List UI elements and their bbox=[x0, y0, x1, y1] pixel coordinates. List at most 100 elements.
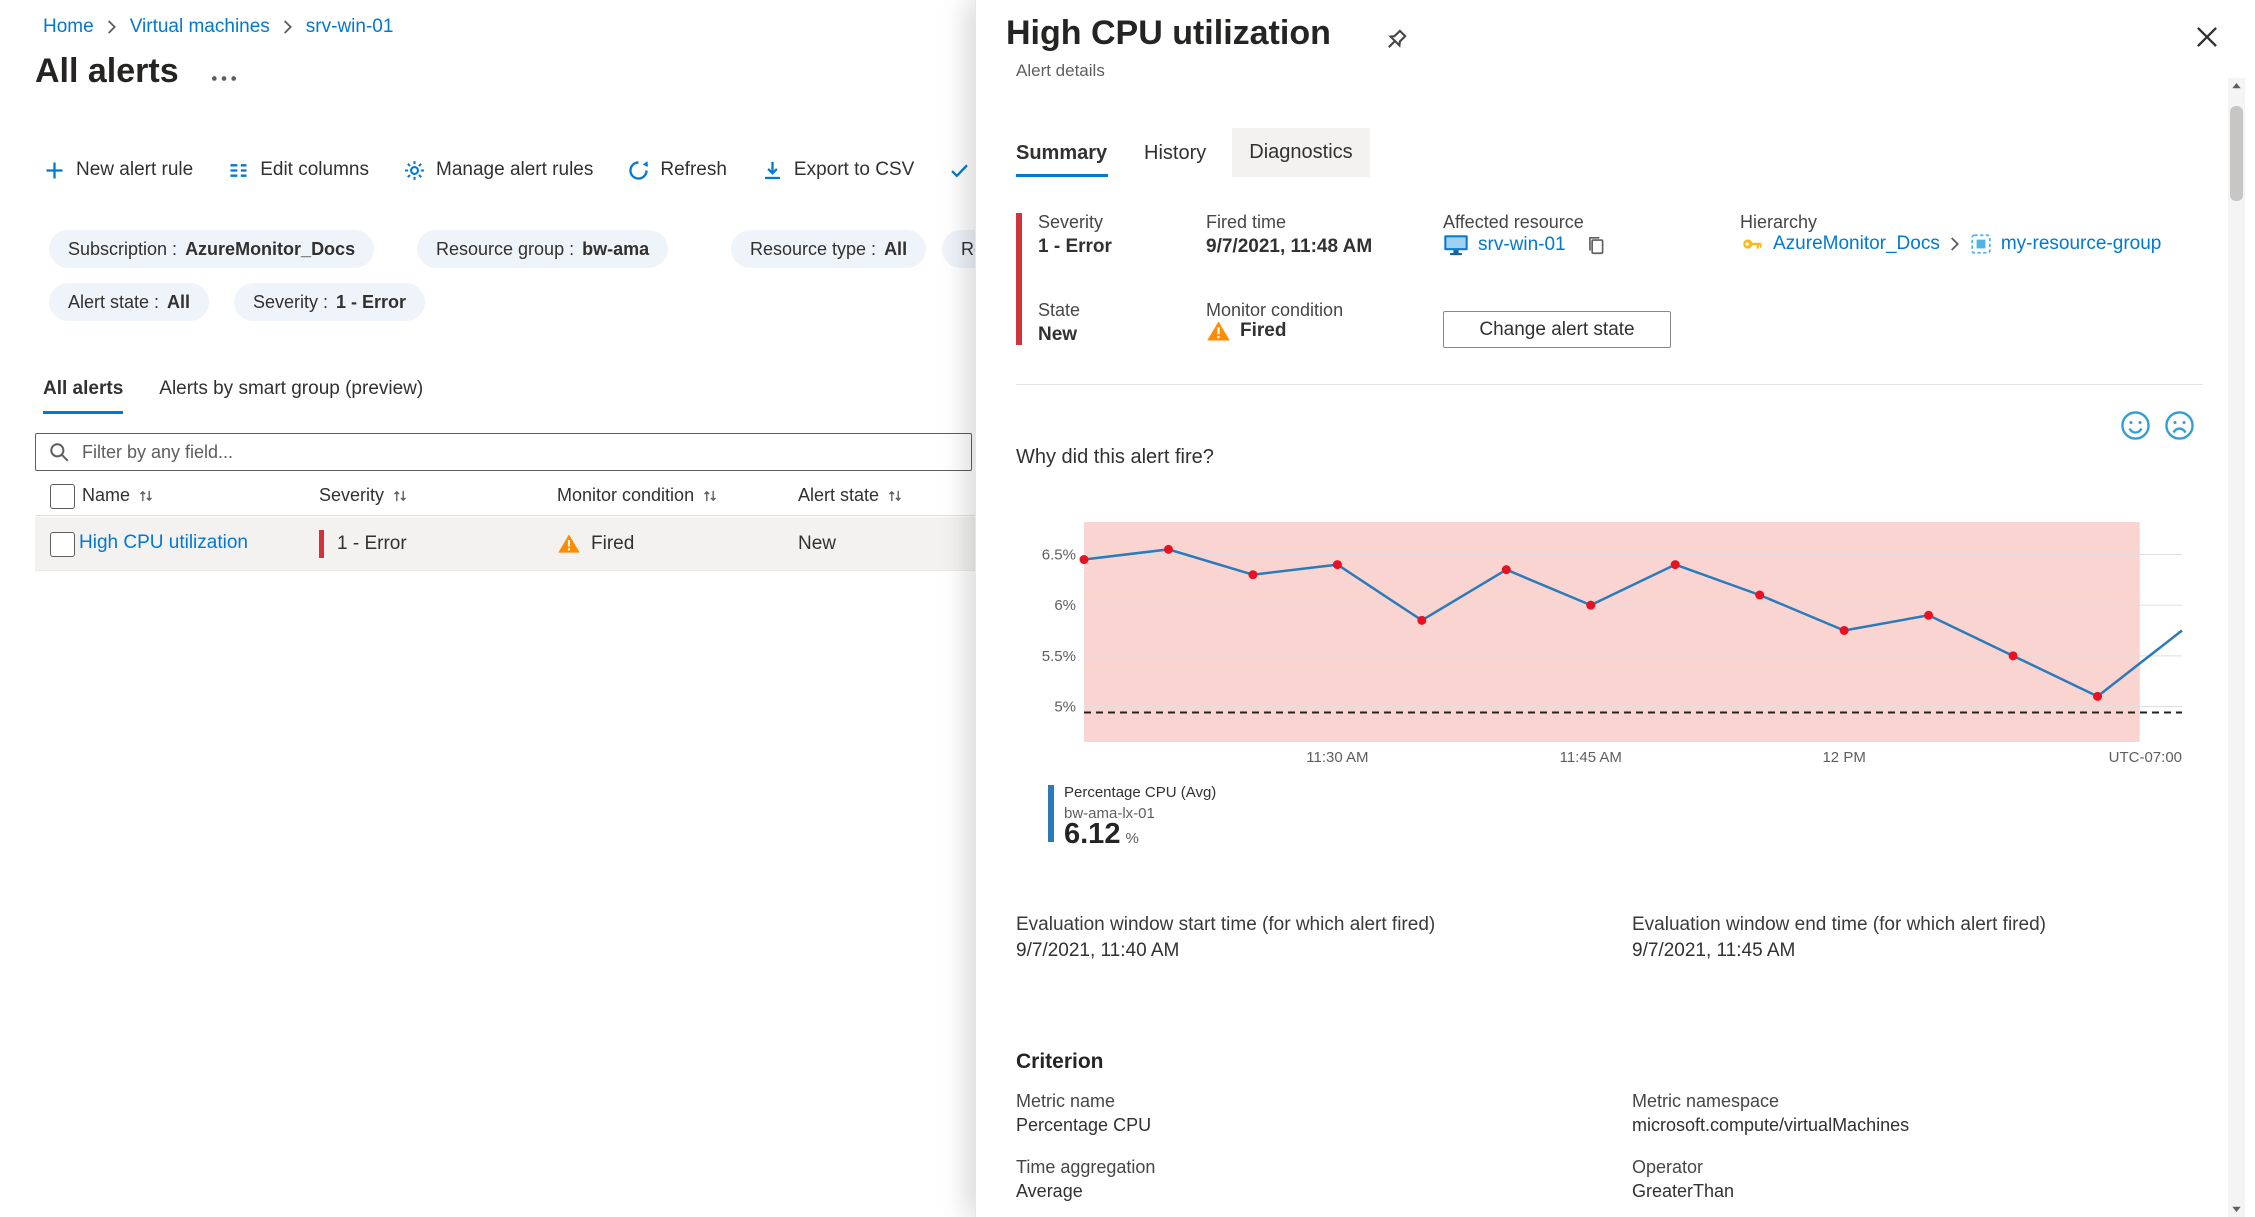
change-alert-state-button[interactable]: Change alert state bbox=[1443, 311, 1671, 348]
alerts-list-page: Home Virtual machines srv-win-01 All ale… bbox=[0, 0, 975, 1217]
legend-color-bar bbox=[1048, 785, 1054, 842]
metric-namespace-label: Metric namespace bbox=[1632, 1091, 1780, 1111]
fired-time-value: 9/7/2021, 11:48 AM bbox=[1206, 236, 1373, 257]
chevron-right-icon bbox=[1950, 237, 1959, 251]
close-icon[interactable] bbox=[2194, 24, 2220, 50]
metric-chart: 6.5% 6% 5.5% 5% 11:30 AM 11:45 AM 12 PM UTC-07:… bbox=[1042, 522, 2183, 766]
filter-value: AzureMonitor_Docs bbox=[185, 238, 356, 259]
svg-text:11:30 AM: 11:30 AM bbox=[1306, 749, 1368, 766]
criterion-heading: Criterion bbox=[1016, 1050, 1104, 1073]
state-cell: New bbox=[798, 533, 837, 554]
edit-columns-icon bbox=[230, 163, 247, 177]
filter-search[interactable] bbox=[35, 433, 972, 471]
evaluation-start-value: 9/7/2021, 11:40 AM bbox=[1016, 940, 1180, 961]
svg-text:12 PM: 12 PM bbox=[1822, 749, 1865, 766]
column-header-alert-state[interactable]: Alert state bbox=[798, 485, 903, 506]
condition-cell: Fired bbox=[591, 533, 635, 554]
plus-icon bbox=[46, 161, 63, 179]
chevron-right-icon bbox=[107, 20, 116, 34]
select-button[interactable] bbox=[948, 159, 971, 182]
scroll-up-arrow[interactable] bbox=[2228, 78, 2245, 95]
affected-resource-value: srv-win-01 bbox=[1443, 233, 1607, 257]
gear-icon bbox=[405, 160, 424, 180]
filter-pill-resource-type[interactable]: Resource type : All bbox=[731, 230, 927, 268]
sort-icon bbox=[704, 490, 717, 501]
severity-value: 1 - Error bbox=[1038, 236, 1112, 257]
toolbar-label: Refresh bbox=[660, 159, 727, 180]
evaluation-start-label: Evaluation window start time (for which … bbox=[1016, 914, 1436, 935]
new-alert-rule-button[interactable]: New alert rule bbox=[43, 159, 193, 182]
hierarchy-value: AzureMonitor_Docs my-resource-group bbox=[1740, 233, 2161, 255]
hierarchy-subscription-link[interactable]: AzureMonitor_Docs bbox=[1773, 233, 1940, 254]
export-to-csv-button[interactable]: Export to CSV bbox=[761, 159, 914, 182]
table-header: Name Severity Monitor condition Alert st… bbox=[35, 478, 975, 516]
monitor-condition-label: Monitor condition bbox=[1206, 300, 1344, 320]
search-input[interactable] bbox=[80, 440, 959, 464]
severity-color-bar bbox=[319, 530, 324, 558]
metric-name-value: Percentage CPU bbox=[1016, 1115, 1152, 1135]
breadcrumb-home[interactable]: Home bbox=[43, 16, 94, 37]
filter-label: Severity : bbox=[253, 291, 329, 312]
copy-icon[interactable] bbox=[1585, 234, 1607, 256]
filter-value: 1 - Error bbox=[336, 291, 407, 312]
legend-resource-name: bw-ama-lx-01 bbox=[1064, 805, 1155, 822]
hierarchy-resource-group-link[interactable]: my-resource-group bbox=[2000, 233, 2162, 254]
alert-name-link[interactable]: High CPU utilization bbox=[79, 532, 248, 553]
toolbar-label: Manage alert rules bbox=[436, 159, 594, 180]
filter-pill-truncated[interactable]: Re bbox=[942, 230, 975, 268]
operator-label: Operator bbox=[1632, 1157, 1704, 1177]
svg-text:11:45 AM: 11:45 AM bbox=[1560, 749, 1622, 766]
edit-columns-button[interactable]: Edit columns bbox=[227, 159, 369, 182]
operator-value: GreaterThan bbox=[1632, 1181, 1735, 1201]
column-header-name[interactable]: Name bbox=[82, 485, 154, 506]
select-all-checkbox[interactable] bbox=[50, 484, 75, 509]
alert-details-panel: High CPU utilization Alert details Summa… bbox=[975, 0, 2255, 1217]
filter-pill-severity[interactable]: Severity : 1 - Error bbox=[234, 283, 426, 321]
panel-subtitle: Alert details bbox=[1016, 61, 1105, 80]
filter-pill-resource-group[interactable]: Resource group : bw-ama bbox=[417, 230, 669, 268]
smiley-sad-icon[interactable] bbox=[2163, 409, 2196, 442]
panel-tab-summary[interactable]: Summary bbox=[1016, 142, 1108, 164]
filter-pill-alert-state[interactable]: Alert state : All bbox=[49, 283, 210, 321]
warning-icon bbox=[1207, 321, 1230, 341]
monitor-condition-value: Fired bbox=[1206, 320, 1286, 342]
filter-label: Resource type : bbox=[750, 238, 877, 259]
hierarchy-label: Hierarchy bbox=[1740, 212, 1818, 232]
more-icon[interactable] bbox=[210, 74, 238, 83]
refresh-button[interactable]: Refresh bbox=[627, 159, 727, 182]
warning-icon bbox=[558, 534, 580, 553]
tab-alerts-by-smart-group[interactable]: Alerts by smart group (preview) bbox=[159, 378, 424, 399]
column-header-severity[interactable]: Severity bbox=[319, 485, 408, 506]
breadcrumb-current[interactable]: srv-win-01 bbox=[305, 16, 394, 37]
manage-alert-rules-button[interactable]: Manage alert rules bbox=[403, 159, 593, 182]
scroll-down-arrow[interactable] bbox=[2228, 1200, 2245, 1217]
tab-all-alerts[interactable]: All alerts bbox=[43, 378, 124, 414]
breadcrumb-virtual-machines[interactable]: Virtual machines bbox=[129, 16, 270, 37]
column-header-monitor-condition[interactable]: Monitor condition bbox=[557, 485, 718, 506]
column-label: Monitor condition bbox=[557, 485, 695, 505]
filter-pill-subscription[interactable]: Subscription : AzureMonitor_Docs bbox=[49, 230, 375, 268]
affected-resource-link[interactable]: srv-win-01 bbox=[1478, 234, 1566, 255]
severity-cell: 1 - Error bbox=[337, 533, 407, 554]
severity-accent-bar bbox=[1016, 213, 1022, 345]
state-value: New bbox=[1038, 324, 1078, 345]
panel-tab-history[interactable]: History bbox=[1144, 142, 1207, 164]
tab-underline bbox=[1016, 174, 1108, 177]
evaluation-end-value: 9/7/2021, 11:45 AM bbox=[1632, 940, 1796, 961]
pin-icon[interactable] bbox=[1380, 26, 1410, 56]
page-title: All alerts bbox=[35, 52, 179, 90]
smiley-happy-icon[interactable] bbox=[2119, 409, 2152, 442]
sort-icon bbox=[140, 490, 152, 501]
search-icon bbox=[50, 443, 69, 462]
refresh-icon bbox=[629, 160, 649, 180]
scrollbar-thumb[interactable] bbox=[2230, 106, 2243, 201]
legend-value-unit: % bbox=[1125, 830, 1139, 847]
panel-scrollbar[interactable] bbox=[2228, 78, 2245, 1217]
vm-icon bbox=[1444, 235, 1468, 256]
select-row-checkbox[interactable] bbox=[50, 532, 75, 557]
filter-label: Re bbox=[961, 238, 975, 259]
panel-tab-diagnostics[interactable]: Diagnostics bbox=[1232, 128, 1370, 177]
key-icon bbox=[1743, 239, 1762, 249]
table-row[interactable]: High CPU utilization 1 - Error Fired New bbox=[35, 517, 975, 571]
column-label: Name bbox=[82, 485, 131, 505]
